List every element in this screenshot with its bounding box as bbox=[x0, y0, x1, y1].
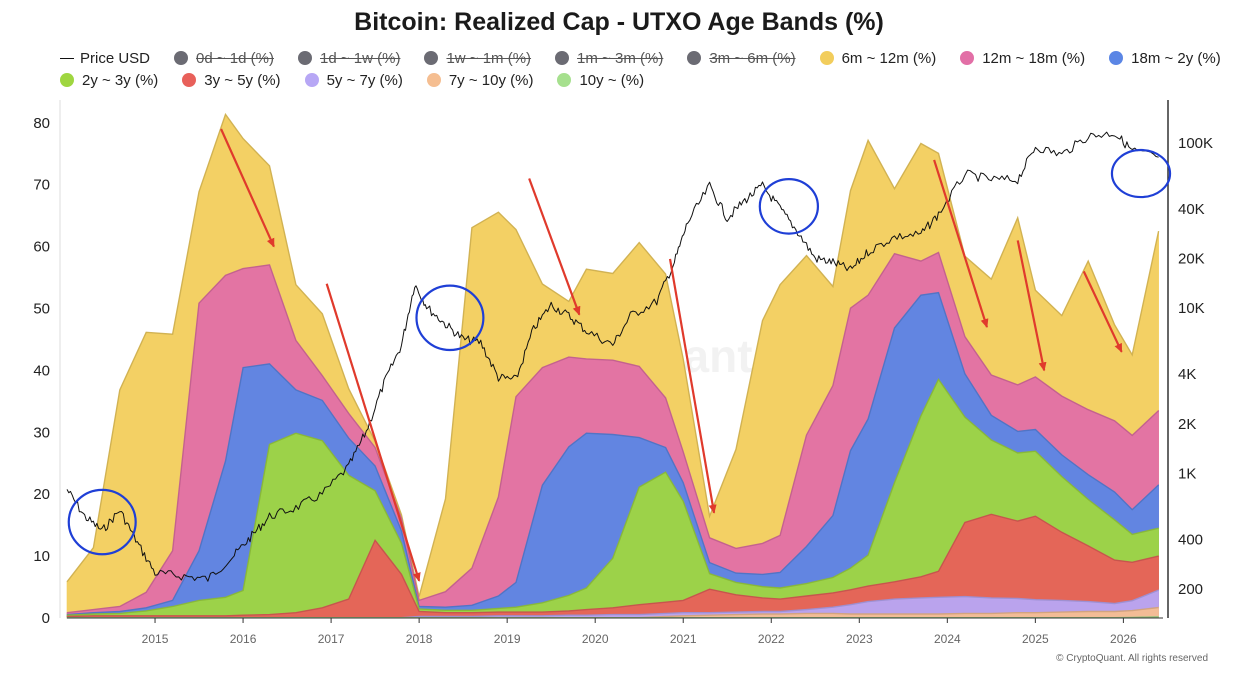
y-tick-label: 0 bbox=[42, 610, 50, 627]
legend-item-12m-18m[interactable]: 12m ~ 18m (%) bbox=[960, 50, 1085, 67]
legend-item-18m-2y[interactable]: 18m ~ 2y (%) bbox=[1109, 50, 1221, 67]
line-swatch-icon bbox=[60, 57, 74, 59]
color-swatch-icon bbox=[426, 73, 441, 87]
red-arrow-annotation bbox=[325, 283, 421, 582]
y-tick-label: 70 bbox=[33, 177, 50, 194]
copyright-text: © CryptoQuant. All rights reserved bbox=[1056, 653, 1208, 664]
legend-label: Price USD bbox=[80, 49, 151, 67]
x-tick-label: 2019 bbox=[494, 632, 521, 646]
legend-label: 3m ~ 6m (%) bbox=[709, 49, 796, 67]
color-swatch-icon bbox=[819, 51, 834, 65]
x-tick-label: 2023 bbox=[846, 632, 873, 646]
color-swatch-icon bbox=[557, 73, 572, 87]
blue-circle-annotation bbox=[758, 178, 820, 235]
legend-row: 2y ~ 3y (%) 3y ~ 5y (%) 5y ~ 7y (%) 7y ~ 10… bbox=[60, 69, 1210, 91]
x-tick-label: 2020 bbox=[582, 632, 609, 646]
legend-label: 10y ~ (%) bbox=[579, 71, 645, 89]
y-tick-label: 30 bbox=[33, 424, 50, 441]
legend-label: 2y ~ 3y (%) bbox=[82, 71, 159, 89]
y-tick-label: 60 bbox=[33, 239, 50, 256]
annotations bbox=[67, 128, 1172, 582]
legend-item-5y-7y[interactable]: 5y ~ 7y (%) bbox=[304, 71, 403, 89]
area-edge-2y-3y bbox=[66, 378, 1159, 616]
y-tick-label: 20 bbox=[33, 486, 50, 503]
y2-tick-label: 40K bbox=[1178, 201, 1205, 218]
color-swatch-icon bbox=[424, 51, 439, 65]
legend-item-10y[interactable]: 10y ~ (%) bbox=[557, 72, 644, 89]
blue-circle-annotation bbox=[67, 488, 137, 556]
blue-circle-annotation bbox=[415, 284, 485, 352]
legend-item-3m-6m[interactable]: 3m ~ 6m (%) bbox=[687, 49, 796, 67]
color-swatch-icon bbox=[304, 73, 319, 87]
area-edge-6m-12m bbox=[66, 112, 1160, 597]
y-tick-label: 50 bbox=[33, 301, 50, 318]
red-arrow-annotation bbox=[668, 258, 717, 514]
legend-label: 7y ~ 10y (%) bbox=[448, 71, 534, 89]
y2-tick-label: 2K bbox=[1178, 416, 1196, 433]
chart-title: Bitcoin: Realized Cap - UTXO Age Bands (… bbox=[354, 8, 884, 36]
blue-circle-annotation bbox=[1110, 148, 1172, 199]
y2-tick-label: 20K bbox=[1178, 251, 1205, 268]
chart-legend: Price USD 0d ~ 1d (%) 1d ~ 1w (%) 1w ~ 1m (… bbox=[60, 47, 1221, 91]
y2-tick-label: 4K bbox=[1178, 366, 1196, 383]
legend-item-6m-12m[interactable]: 6m ~ 12m (%) bbox=[819, 49, 937, 67]
color-swatch-icon bbox=[174, 51, 189, 65]
y2-tick-label: 1K bbox=[1178, 465, 1196, 482]
area-edge-12m-18m bbox=[66, 251, 1160, 614]
y-tick-label: 40 bbox=[33, 362, 50, 379]
legend-label: 3y ~ 5y (%) bbox=[204, 71, 281, 89]
legend-item-1d-1w[interactable]: 1d ~ 1w (%) bbox=[297, 49, 401, 67]
y2-tick-label: 10K bbox=[1178, 300, 1205, 317]
x-tick-label: 2022 bbox=[758, 632, 785, 646]
legend-label: 1m ~ 3m (%) bbox=[577, 49, 664, 67]
y2-tick-label: 400 bbox=[1178, 531, 1203, 548]
red-arrow-annotation bbox=[1082, 270, 1123, 353]
x-tick-label: 2025 bbox=[1022, 632, 1049, 646]
y-tick-label: 80 bbox=[33, 115, 50, 132]
color-swatch-icon bbox=[687, 51, 702, 65]
legend-item-3y-5y[interactable]: 3y ~ 5y (%) bbox=[182, 71, 281, 89]
y2-tick-label: 200 bbox=[1178, 581, 1203, 598]
legend-label: 1w ~ 1m (%) bbox=[446, 49, 532, 67]
color-swatch-icon bbox=[555, 51, 570, 65]
x-tick-label: 2015 bbox=[142, 632, 169, 646]
color-swatch-icon bbox=[1109, 51, 1124, 65]
x-tick-label: 2026 bbox=[1110, 632, 1137, 646]
legend-label: 12m ~ 18m (%) bbox=[982, 49, 1086, 67]
legend-label: 0d ~ 1d (%) bbox=[196, 49, 274, 67]
axes: 0 10 20 30 40 50 60 70 80 2015 2016 2017 2018 2019 202… bbox=[33, 100, 1213, 646]
legend-label: 5y ~ 7y (%) bbox=[326, 71, 403, 89]
y-tick-label: 10 bbox=[33, 548, 50, 565]
area-layers bbox=[66, 112, 1160, 619]
legend-item-price-usd[interactable]: Price USD bbox=[60, 50, 150, 67]
red-arrow-annotation bbox=[1016, 240, 1047, 372]
legend-label: 6m ~ 12m (%) bbox=[841, 49, 937, 67]
red-arrow-annotation bbox=[933, 159, 989, 329]
legend-item-1m-3m[interactable]: 1m ~ 3m (%) bbox=[555, 50, 663, 67]
legend-item-0d-1d[interactable]: 0d ~ 1d (%) bbox=[174, 50, 274, 67]
color-swatch-icon bbox=[297, 51, 312, 65]
x-tick-label: 2017 bbox=[318, 632, 345, 646]
red-arrow-annotation bbox=[220, 128, 275, 248]
red-arrow-annotation bbox=[528, 178, 581, 316]
legend-label: 1d ~ 1w (%) bbox=[319, 49, 401, 67]
x-tick-label: 2016 bbox=[230, 632, 257, 646]
price-usd-line bbox=[66, 131, 1159, 582]
y2-tick-label: 100K bbox=[1178, 135, 1213, 152]
x-tick-label: 2021 bbox=[670, 632, 697, 646]
legend-row: Price USD 0d ~ 1d (%) 1d ~ 1w (%) 1w ~ 1m (… bbox=[60, 47, 1221, 69]
legend-item-1w-1m[interactable]: 1w ~ 1m (%) bbox=[424, 50, 531, 67]
x-tick-label: 2024 bbox=[934, 632, 961, 646]
legend-item-2y-3y[interactable]: 2y ~ 3y (%) bbox=[60, 72, 158, 89]
legend-label: 18m ~ 2y (%) bbox=[1131, 49, 1221, 67]
area-edge-18m-2y bbox=[66, 291, 1160, 616]
area-edge-3y-5y bbox=[66, 513, 1159, 618]
color-swatch-icon bbox=[182, 73, 197, 87]
color-swatch-icon bbox=[60, 73, 74, 87]
x-tick-label: 2018 bbox=[406, 632, 433, 646]
color-swatch-icon bbox=[960, 51, 975, 65]
legend-item-7y-10y[interactable]: 7y ~ 10y (%) bbox=[426, 71, 534, 89]
price-line-layer bbox=[66, 131, 1159, 582]
